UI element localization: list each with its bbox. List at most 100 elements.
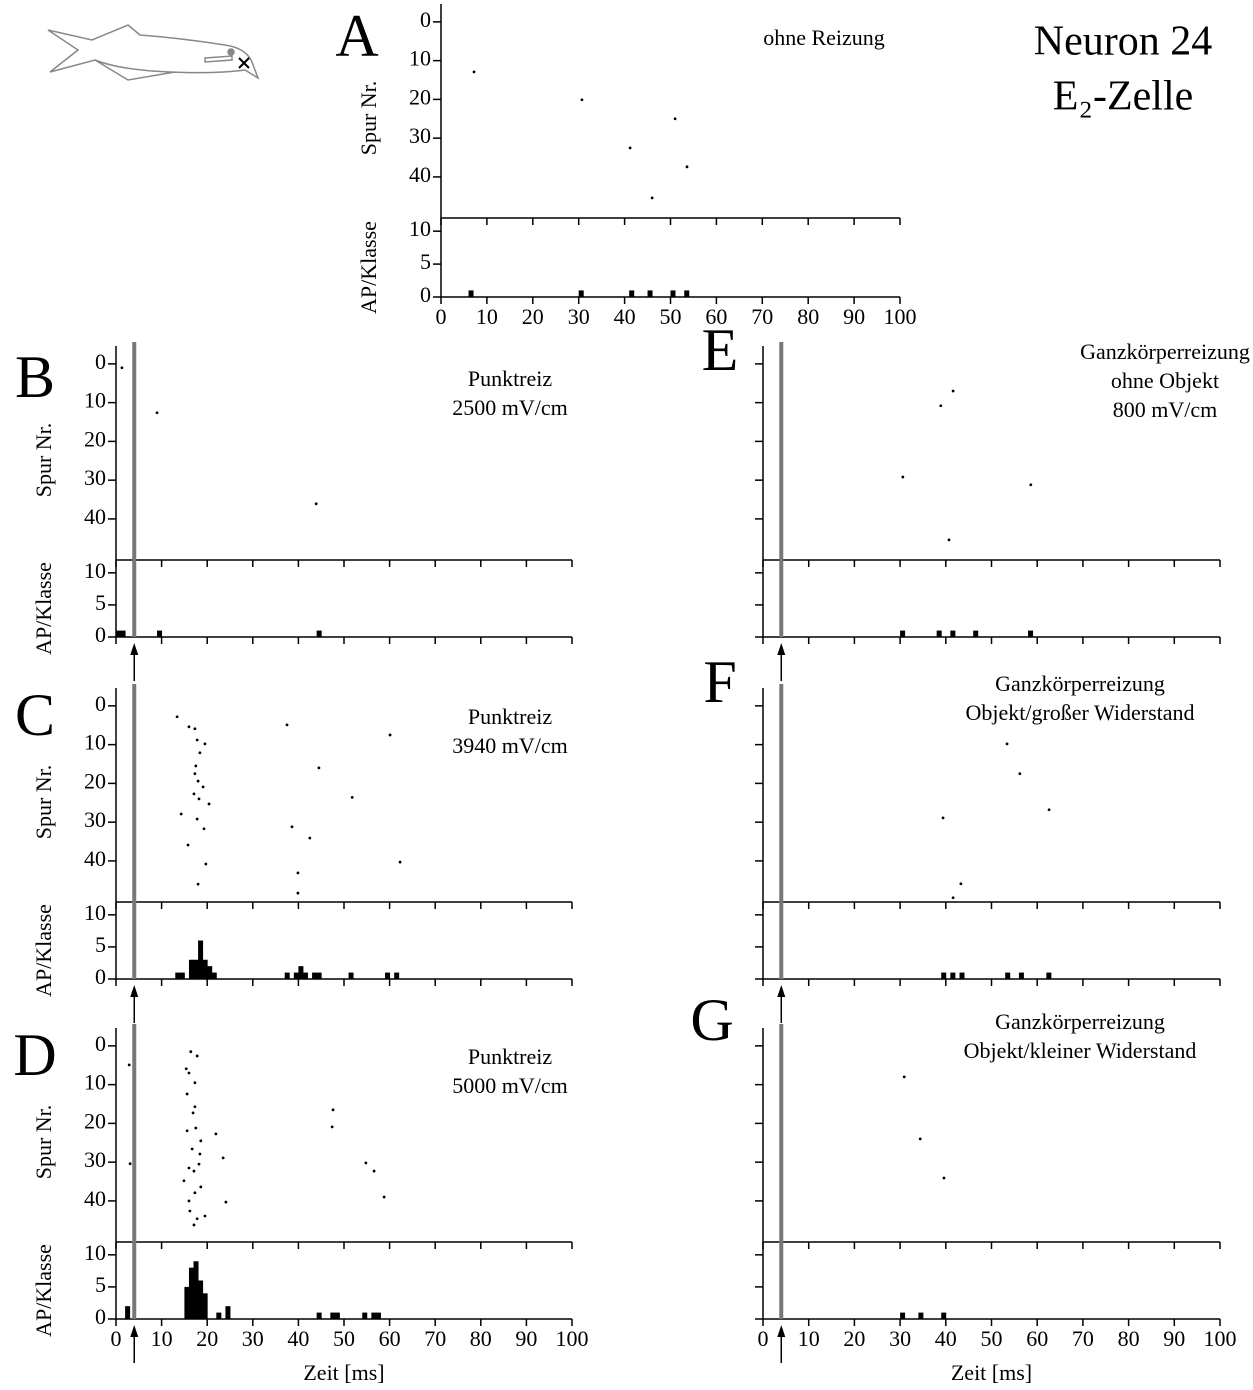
spike-dot: [192, 1169, 196, 1173]
spike-dot: [197, 797, 201, 801]
y-axis-label: AP/Klasse: [31, 562, 56, 655]
x-tick-label: 30: [889, 1326, 911, 1351]
histogram-bar: [950, 972, 956, 979]
panel-letter: F: [703, 649, 736, 715]
histogram-bar: [941, 972, 947, 979]
x-tick-label: 70: [751, 304, 773, 329]
spike-dot: [193, 1081, 197, 1085]
histogram-bar: [198, 940, 204, 979]
histogram-bar: [348, 972, 354, 979]
annotation: ohne Reizung: [763, 25, 885, 50]
spike-dot: [285, 723, 289, 727]
y-tick-label: 40: [84, 504, 106, 529]
histogram-bar: [179, 972, 185, 979]
y-axis-label: Spur Nr.: [31, 765, 56, 840]
spike-dot: [195, 1054, 199, 1058]
x-tick-label: 100: [556, 1326, 589, 1351]
histogram-bar: [647, 290, 653, 297]
histogram-bar: [394, 972, 400, 979]
histogram-bar: [375, 1312, 381, 1319]
spike-dot: [155, 411, 159, 415]
spike-dot: [199, 1139, 203, 1143]
histogram-bar: [120, 630, 126, 637]
histogram-bar: [193, 1261, 199, 1319]
histogram-bar: [302, 972, 308, 979]
panel-letter: D: [13, 1022, 56, 1088]
spike-dot: [951, 389, 955, 393]
x-tick-label: 80: [470, 1326, 492, 1351]
y-tick-label: 30: [84, 1147, 106, 1172]
histogram-bar: [330, 1312, 336, 1319]
spike-dot: [194, 1126, 198, 1130]
annotation: Ganzkörperreizung: [995, 671, 1165, 696]
histogram-bar: [1028, 630, 1034, 637]
y-tick-label: 30: [84, 807, 106, 832]
annotation: Ganzkörperreizung: [1080, 339, 1250, 364]
x-tick-label: 30: [568, 304, 590, 329]
panel-letter: G: [690, 987, 733, 1053]
spike-dot: [673, 117, 677, 121]
annotation: Punktreiz: [468, 704, 553, 729]
spike-dot: [224, 1200, 228, 1204]
histogram-bar: [670, 290, 676, 297]
x-tick-label: 20: [522, 304, 544, 329]
x-axis-label: Zeit [ms]: [951, 1360, 1032, 1385]
spike-dot: [197, 1162, 201, 1166]
histogram-bar: [312, 972, 318, 979]
spike-dot: [187, 1071, 191, 1075]
y-tick-label: 0: [95, 1031, 106, 1056]
annotation: Objekt/großer Widerstand: [965, 700, 1194, 725]
histogram-bar: [941, 1312, 947, 1319]
spike-dot: [472, 70, 476, 74]
histogram-bar: [284, 972, 290, 979]
histogram-bar: [362, 1312, 368, 1319]
figure-title: Neuron 24: [1034, 19, 1212, 65]
x-tick-label: 80: [797, 304, 819, 329]
x-tick-label: 40: [614, 304, 636, 329]
spike-dot: [127, 1063, 131, 1067]
spike-dot: [198, 1152, 202, 1156]
panel-letter: B: [15, 344, 55, 410]
stimulus-arrowhead: [777, 1325, 786, 1337]
y-axis-label: Spur Nr.: [31, 1105, 56, 1180]
panel-letter: A: [335, 3, 378, 69]
y-tick-label: 0: [95, 622, 106, 647]
spike-dot: [580, 98, 584, 102]
stimulus-arrowhead: [777, 985, 786, 997]
histogram-bar: [629, 290, 635, 297]
x-tick-label: 80: [1118, 1326, 1140, 1351]
histogram-bar: [157, 630, 163, 637]
histogram-bar: [973, 630, 979, 637]
histogram-bar: [225, 1306, 231, 1319]
x-tick-label: 70: [424, 1326, 446, 1351]
spike-dot: [120, 366, 124, 370]
spike-dot: [196, 779, 200, 783]
histogram-bar: [207, 966, 213, 979]
histogram-bar: [316, 1312, 322, 1319]
spike-dot: [628, 146, 632, 150]
spike-dot: [207, 802, 211, 806]
histogram-bar: [298, 966, 304, 979]
y-tick-label: 10: [84, 900, 106, 925]
y-tick-label: 10: [84, 730, 106, 755]
spike-dot: [296, 871, 300, 875]
x-tick-label: 60: [379, 1326, 401, 1351]
x-axis-label: Zeit [ms]: [303, 1360, 384, 1385]
spike-dot: [650, 196, 654, 200]
x-tick-label: 20: [196, 1326, 218, 1351]
spike-dot: [196, 882, 200, 886]
annotation: 3940 mV/cm: [452, 733, 568, 758]
spike-dot: [193, 1105, 197, 1109]
spike-dot: [185, 1129, 189, 1133]
histogram-bar: [316, 972, 322, 979]
spike-dot: [902, 1075, 906, 1079]
spike-dot: [201, 785, 205, 789]
histogram-bar: [193, 959, 199, 979]
histogram-bar: [468, 290, 474, 297]
spike-dot: [202, 827, 206, 831]
spike-dot: [191, 1111, 195, 1115]
spike-dot: [308, 836, 312, 840]
x-tick-label: 70: [1072, 1326, 1094, 1351]
y-tick-label: 0: [420, 7, 431, 32]
histogram-bar: [293, 972, 299, 979]
